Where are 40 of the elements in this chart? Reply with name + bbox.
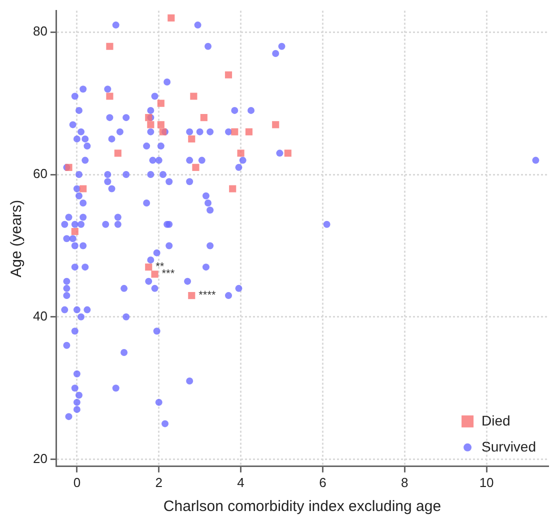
- point: [145, 264, 152, 271]
- x-tick-label: 6: [319, 474, 326, 490]
- x-tick-label: 4: [237, 474, 244, 490]
- point: [245, 128, 253, 136]
- y-axis-title: Age (years): [8, 200, 26, 278]
- point: [231, 128, 238, 136]
- annotation: ***: [162, 268, 176, 280]
- point: [229, 185, 236, 192]
- x-tick-label: 8: [401, 474, 408, 490]
- point: [200, 114, 208, 122]
- x-tick-label: 2: [155, 474, 162, 490]
- point: [237, 150, 244, 157]
- legend-label: Died: [482, 412, 510, 428]
- point: [159, 128, 166, 136]
- point: [190, 92, 198, 100]
- x-tick-label: 0: [73, 474, 81, 490]
- y-tick-label: 80: [32, 24, 48, 39]
- point: [192, 164, 200, 171]
- point: [157, 100, 164, 107]
- y-tick-label: 60: [32, 166, 48, 182]
- point: [71, 228, 78, 236]
- annotation: ****: [198, 290, 216, 302]
- point: [272, 121, 280, 128]
- point: [168, 14, 175, 22]
- point: [114, 150, 122, 157]
- point: [224, 71, 232, 78]
- point: [147, 121, 154, 128]
- x-axis-title: Charlson comorbidity index excluding age: [163, 498, 442, 516]
- point: [188, 292, 196, 300]
- point: [106, 92, 114, 100]
- x-tick-label: 10: [479, 474, 494, 490]
- point: [188, 135, 196, 142]
- point: [106, 42, 114, 50]
- y-tick-label: 40: [32, 308, 48, 324]
- legend-label: Survived: [482, 438, 536, 454]
- point: [157, 121, 164, 128]
- point: [151, 270, 158, 278]
- y-tick-label: 20: [32, 450, 48, 466]
- point: [284, 150, 292, 157]
- point: [80, 185, 87, 192]
